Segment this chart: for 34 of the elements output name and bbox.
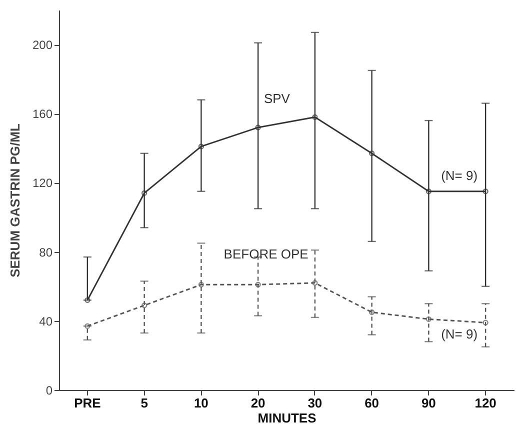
x-tick-label: 10 bbox=[194, 396, 208, 410]
x-axis-title: MINUTES bbox=[258, 410, 317, 426]
x-tick-label: 30 bbox=[308, 396, 322, 410]
x-tick-label: 5 bbox=[140, 396, 148, 410]
y-axis-title: SERUM GASTRIN PG/ML bbox=[7, 124, 22, 278]
point bbox=[255, 124, 261, 130]
y-tick-label: 40 bbox=[39, 314, 53, 328]
annotation: (N= 9) bbox=[441, 326, 478, 342]
point bbox=[482, 320, 488, 326]
x-tick-label: PRE bbox=[74, 396, 102, 410]
point bbox=[312, 114, 318, 120]
point bbox=[255, 282, 261, 288]
point bbox=[198, 282, 204, 288]
annotation: (N= 9) bbox=[441, 168, 478, 183]
x-tick-label: 60 bbox=[364, 396, 380, 410]
y-tick-label: 120 bbox=[32, 176, 53, 190]
point bbox=[84, 323, 90, 329]
point bbox=[368, 309, 375, 316]
x-tick-label: 20 bbox=[250, 396, 266, 410]
point bbox=[141, 190, 148, 196]
y-tick-label: 0 bbox=[46, 384, 53, 398]
series-label: BEFORE OPE bbox=[224, 246, 309, 262]
point bbox=[312, 280, 318, 286]
series-label: SPV bbox=[264, 91, 290, 106]
y-tick-label: 160 bbox=[32, 107, 53, 122]
point bbox=[368, 150, 375, 156]
x-tick-label: 120 bbox=[474, 396, 496, 410]
y-tick-label: 80 bbox=[39, 245, 53, 260]
x-tick-label: 90 bbox=[421, 396, 436, 410]
y-tick-label: 200 bbox=[32, 38, 53, 52]
point bbox=[141, 302, 148, 308]
point bbox=[198, 144, 204, 150]
point bbox=[426, 316, 432, 322]
point bbox=[426, 188, 432, 194]
